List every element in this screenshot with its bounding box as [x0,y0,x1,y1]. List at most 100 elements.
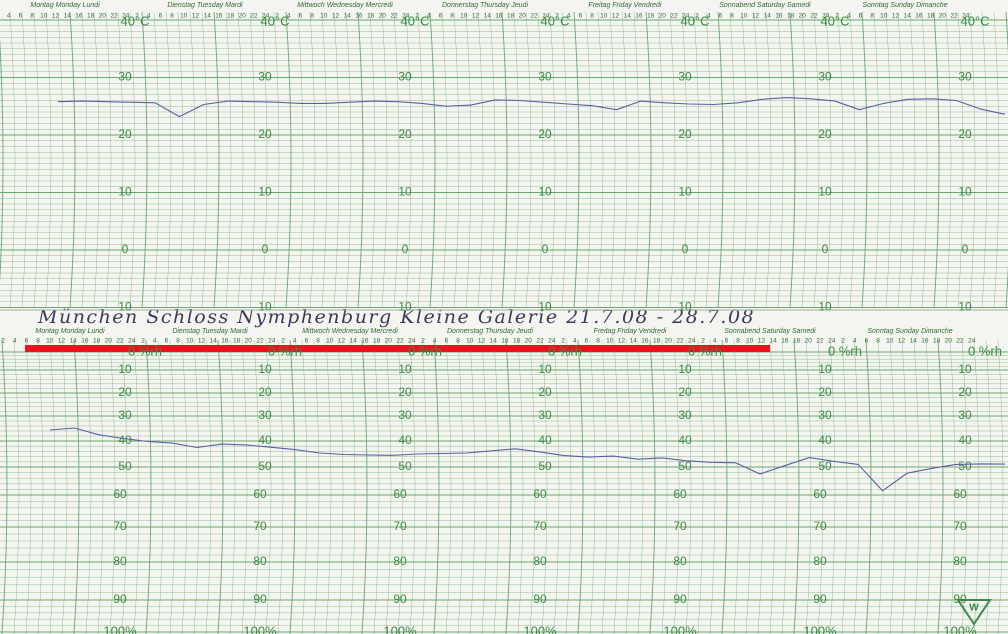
temp-scale-label: 10 [118,300,132,314]
hour-label: 12 [898,338,906,345]
temp-scale-label: 20 [538,127,552,141]
temp-scale-label: 20 [818,127,832,141]
hour-label: 20 [665,338,673,345]
hour-label: 8 [316,338,320,345]
humidity-scale-label: 0 %rh [828,343,862,358]
hour-label: 14 [770,338,778,345]
hour-label: 14 [344,13,352,20]
hour-label: 6 [19,13,23,20]
temp-scale-label: 30 [538,70,552,84]
temp-scale-label: 0 [962,242,969,256]
humidity-scale-label: 10 [118,362,132,376]
humidity-scale-label: 70 [533,519,547,533]
day-label: Sonntag Sunday Dimanche [862,2,947,9]
handwritten-note: München Schloss Nymphenburg Kleine Galer… [37,306,755,328]
hour-label: 12 [618,338,626,345]
day-label: Montag Monday Lundi [35,328,105,335]
day-label: Freitag Friday Vendredi [594,328,667,335]
hour-label: 6 [585,338,589,345]
hour-label: 6 [859,13,863,20]
hour-label: 14 [490,338,498,345]
hour-label: 20 [105,338,113,345]
hour-label: 10 [886,338,894,345]
temp-scale-label: 30 [678,70,692,84]
hour-label: 20 [805,338,813,345]
hour-label: 18 [513,338,521,345]
humidity-scale-label: 0 %rh [548,343,582,358]
humidity-scale-label: 50 [398,459,412,473]
hour-label: 12 [472,13,480,20]
humidity-scale-label: 30 [118,408,132,422]
hour-label: 20 [525,338,533,345]
day-label: Mittwoch Wednesday Mercredi [297,2,393,9]
day-label: Montag Monday Lundi [30,2,100,9]
hour-label: 12 [612,13,620,20]
humidity-scale-label: 70 [113,519,127,533]
hour-label: 4 [13,338,17,345]
humidity-scale-label: 60 [253,487,267,501]
hour-label: 22 [390,13,398,20]
day-label: Mittwoch Wednesday Mercredi [302,328,398,335]
hour-label: 12 [478,338,486,345]
hour-label: 16 [635,13,643,20]
hour-label: 8 [450,13,454,20]
humidity-scale-label: 80 [113,554,127,568]
humidity-scale-label: 10 [398,362,412,376]
humidity-scale-label: 60 [393,487,407,501]
temp-scale-label: 10 [818,300,832,314]
hour-label: 2 [1,338,5,345]
humidity-scale-label: 100% [803,623,837,634]
hour-label: 10 [46,338,54,345]
humidity-scale-label: 10 [538,362,552,376]
hour-label: 6 [439,13,443,20]
hour-label: 20 [379,13,387,20]
humidity-scale-label: 70 [953,519,967,533]
hour-label: 16 [921,338,929,345]
hour-label: 14 [910,338,918,345]
hour-label: 12 [58,338,66,345]
hour-label: 22 [396,338,404,345]
humidity-scale-label: 30 [678,408,692,422]
hour-label: 16 [361,338,369,345]
hour-label: 20 [99,13,107,20]
day-label: Dienstag Tuesday Mardi [172,328,248,335]
hour-label: 18 [93,338,101,345]
hour-label: 16 [501,338,509,345]
temp-scale-label: 0 [402,242,409,256]
hour-label: 16 [355,13,363,20]
humidity-scale-label: 100% [663,623,697,634]
hour-label: 14 [70,338,78,345]
humidity-scale-label: 40 [258,433,272,447]
humidity-scale-label: 20 [818,385,832,399]
recorder-chart: München Schloss Nymphenburg Kleine Galer… [0,0,1008,634]
humidity-scale-label: 30 [538,408,552,422]
hour-label: 6 [25,338,29,345]
hour-label: 6 [165,338,169,345]
hour-label: 14 [204,13,212,20]
temp-scale-label: 20 [678,127,692,141]
humidity-scale-label: 40 [958,433,972,447]
temp-scale-label: 40°C [120,13,149,28]
temp-scale-label: 0 [122,242,129,256]
hour-label: 10 [746,338,754,345]
humidity-scale-label: 80 [953,554,967,568]
hour-label: 16 [221,338,229,345]
hour-label: 6 [725,338,729,345]
hour-label: 14 [764,13,772,20]
hour-label: 6 [445,338,449,345]
hour-label: 8 [596,338,600,345]
temp-scale-label: 10 [818,185,832,199]
temp-scale-label: 40°C [260,13,289,28]
day-label: Dienstag Tuesday Mardi [167,2,243,9]
hour-label: 22 [116,338,124,345]
day-label: Sonnabend Saturday Samedi [724,328,816,335]
hour-label: 12 [198,338,206,345]
day-label: Freitag Friday Vendredi [589,2,662,9]
hour-label: 8 [36,338,40,345]
hour-label: 22 [536,338,544,345]
hour-label: 12 [892,13,900,20]
humidity-scale-label: 40 [398,433,412,447]
hour-label: 10 [466,338,474,345]
humidity-scale-label: 90 [953,592,967,606]
hour-label: 10 [180,13,188,20]
